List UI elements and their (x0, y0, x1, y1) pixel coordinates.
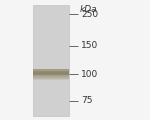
Bar (33, 78, 69, 80)
Bar (33, 77, 69, 79)
Bar (33, 71, 69, 72)
Bar (33, 74, 69, 76)
Text: 250: 250 (81, 10, 98, 19)
Bar (33, 72, 69, 74)
Bar (33, 73, 69, 75)
Text: 150: 150 (81, 41, 98, 50)
Text: kDa: kDa (80, 5, 97, 14)
Bar (33, 5, 69, 116)
Bar (33, 75, 69, 77)
Text: 75: 75 (81, 96, 93, 105)
Bar (33, 76, 69, 78)
Text: 100: 100 (81, 70, 98, 79)
Bar (33, 69, 69, 75)
